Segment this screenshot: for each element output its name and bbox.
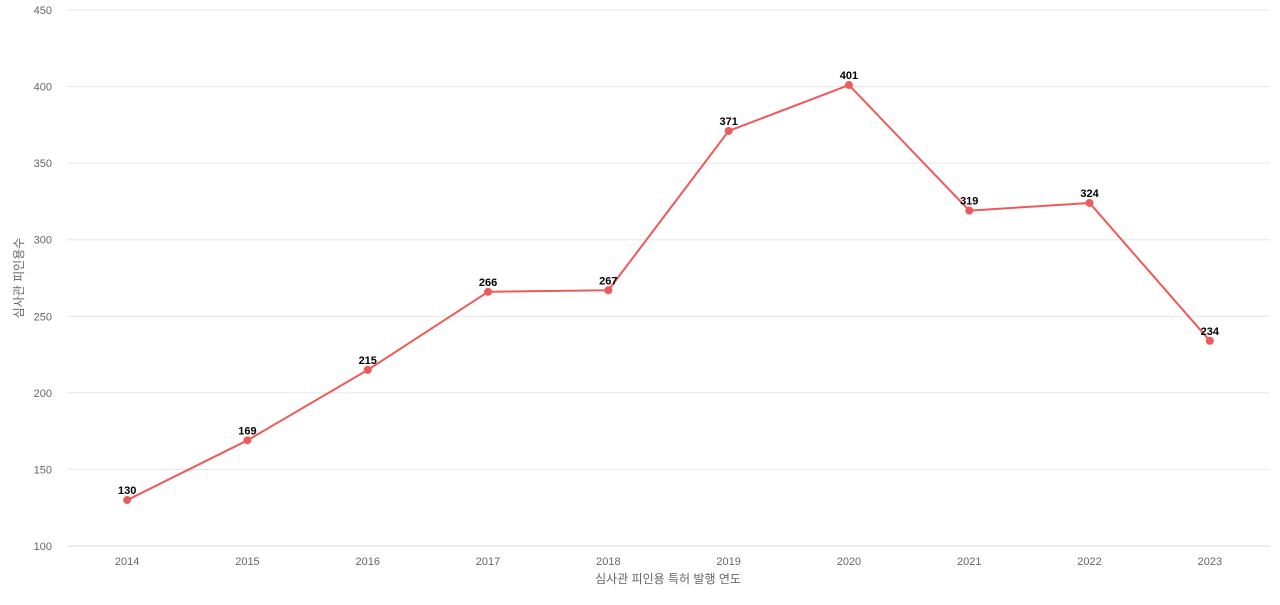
x-tick-label: 2017 bbox=[476, 556, 500, 568]
series-layer bbox=[123, 81, 1214, 505]
data-label: 130 bbox=[118, 485, 136, 497]
data-labels-layer: 130 169 215 266 267 371 401 319 324 234 bbox=[118, 70, 1220, 497]
data-label: 266 bbox=[479, 277, 497, 289]
y-tick-label: 250 bbox=[34, 311, 52, 323]
grid-layer bbox=[67, 9, 1270, 547]
x-tick-label: 2021 bbox=[957, 556, 981, 568]
data-point[interactable] bbox=[363, 365, 372, 374]
y-tick-label: 150 bbox=[34, 464, 52, 476]
data-label: 267 bbox=[599, 275, 617, 287]
y-tick-label: 400 bbox=[34, 82, 52, 94]
y-tick-label: 450 bbox=[34, 5, 52, 17]
data-label: 324 bbox=[1080, 188, 1099, 200]
x-tick-label: 2015 bbox=[235, 556, 259, 568]
x-tick-label: 2016 bbox=[356, 556, 380, 568]
data-point[interactable] bbox=[123, 496, 132, 505]
data-point[interactable] bbox=[1205, 336, 1214, 345]
data-point[interactable] bbox=[724, 126, 733, 135]
data-label: 319 bbox=[960, 196, 978, 208]
data-point[interactable] bbox=[1085, 198, 1094, 207]
y-tick-label: 100 bbox=[34, 541, 52, 553]
y-axis-title: 심사관 피인용수 bbox=[12, 238, 26, 319]
data-label: 215 bbox=[359, 355, 377, 367]
x-tick-label: 2014 bbox=[115, 556, 139, 568]
y-axis-ticks: 100 150 200 250 300 350 400 450 bbox=[34, 5, 52, 553]
x-axis-title: 심사관 피인용 특허 발행 연도 bbox=[595, 571, 741, 586]
data-point[interactable] bbox=[484, 287, 493, 296]
data-point[interactable] bbox=[965, 206, 974, 215]
x-tick-label: 2018 bbox=[596, 556, 620, 568]
x-tick-label: 2022 bbox=[1077, 556, 1101, 568]
data-label: 169 bbox=[238, 425, 256, 437]
data-point[interactable] bbox=[604, 286, 613, 295]
series-line bbox=[126, 84, 1211, 501]
y-tick-label: 300 bbox=[34, 235, 52, 247]
data-point[interactable] bbox=[844, 81, 853, 90]
data-label: 371 bbox=[719, 116, 737, 128]
y-tick-label: 350 bbox=[34, 158, 52, 170]
x-tick-label: 2023 bbox=[1198, 556, 1222, 568]
x-axis-ticks: 2014 2015 2016 2017 2018 2019 2020 2021 2022 2023 bbox=[115, 556, 1222, 568]
x-tick-label: 2020 bbox=[837, 556, 861, 568]
y-tick-label: 200 bbox=[34, 388, 52, 400]
x-tick-label: 2019 bbox=[716, 556, 740, 568]
data-point[interactable] bbox=[243, 436, 252, 445]
data-label: 234 bbox=[1201, 326, 1220, 338]
data-label: 401 bbox=[840, 70, 858, 82]
